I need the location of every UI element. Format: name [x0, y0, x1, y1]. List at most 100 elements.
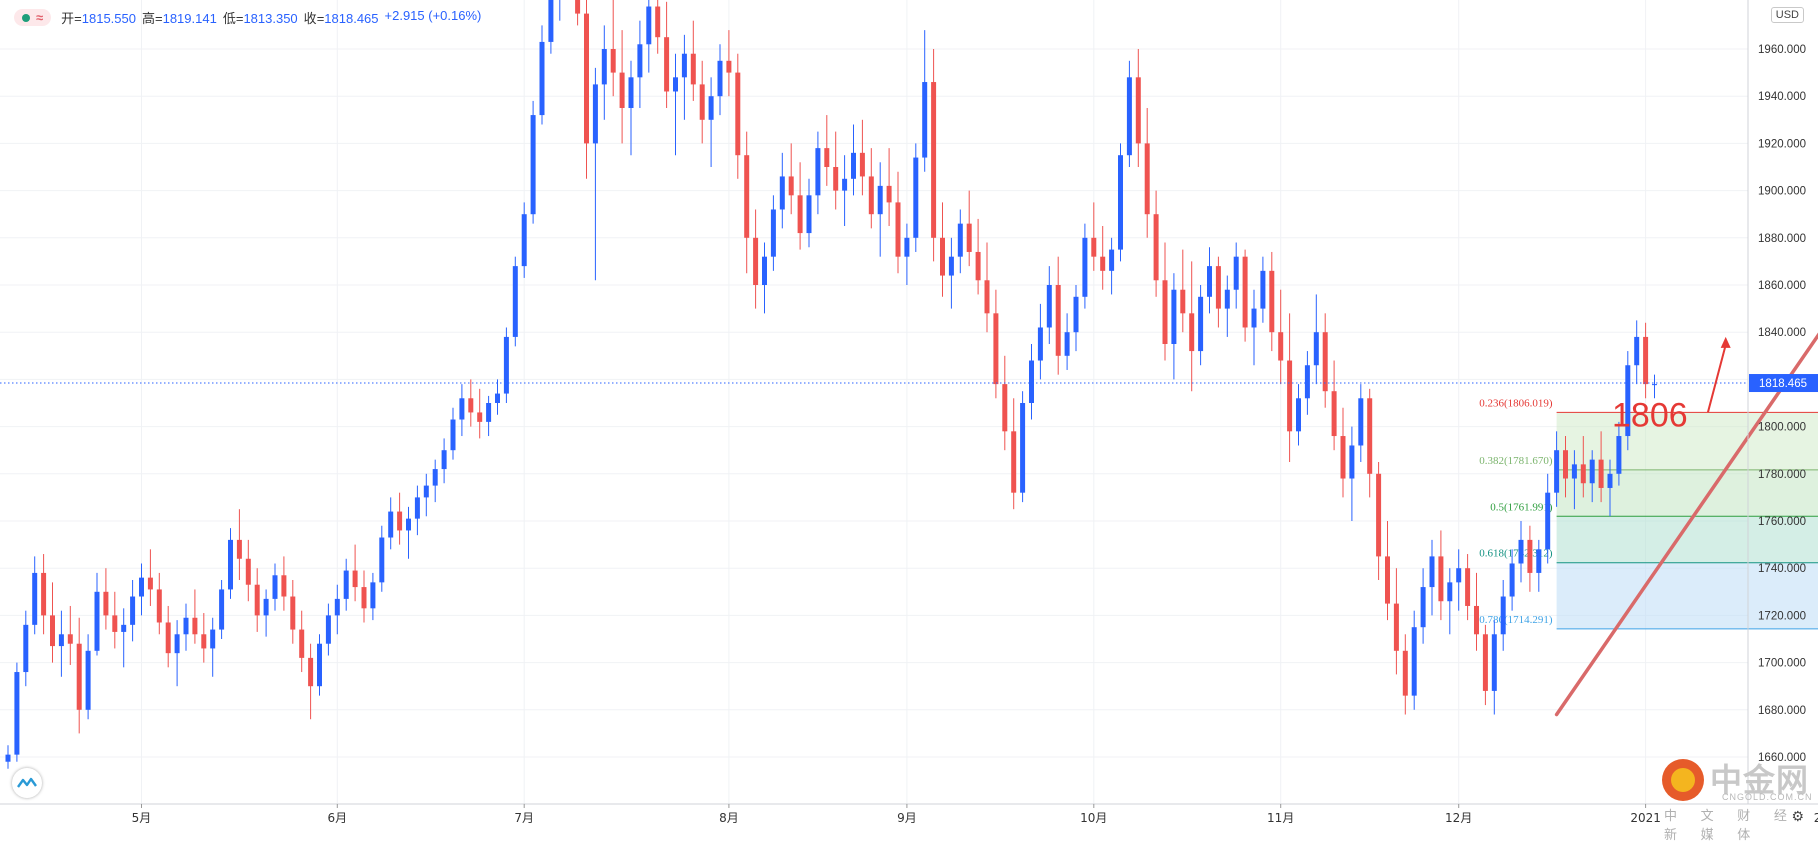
low-label: 低	[222, 11, 236, 26]
candle-body	[681, 53, 687, 78]
open-value: 1815.550	[81, 11, 136, 26]
candle-body	[575, 0, 581, 14]
candle-body	[1580, 464, 1586, 484]
candle-body	[1616, 436, 1622, 474]
last-price-marker	[1749, 374, 1818, 393]
candle-body	[646, 6, 652, 45]
candle-body	[1571, 464, 1577, 479]
candle-body	[966, 223, 972, 252]
candle-body	[975, 251, 981, 281]
price-tick-label: 1920.000	[1758, 138, 1806, 150]
candle-body	[1260, 270, 1266, 309]
candlestick-series	[5, 0, 1657, 769]
arrow-head	[1720, 336, 1731, 348]
price-tick-label: 1680.000	[1758, 705, 1806, 717]
watermark-name: 中金网	[1710, 762, 1810, 798]
time-tick-label: 10月	[1080, 811, 1107, 825]
price-tick-label: 1700.000	[1758, 658, 1806, 670]
candle-body	[619, 72, 625, 108]
symbol-badge[interactable]: ≈	[14, 9, 52, 26]
price-tick-label: 1740.000	[1758, 563, 1806, 575]
candle-body	[779, 176, 785, 210]
candle-body	[370, 582, 376, 609]
fib-level-label: 0.618(1742.312)	[1479, 548, 1553, 560]
candle-body	[1153, 214, 1159, 281]
candle-body	[23, 624, 29, 673]
candle-body	[664, 37, 670, 92]
watermark-logo-icon: 中金网 CNGOLD.COM.CN 中 文 财 经 新 媒 体	[1662, 755, 1812, 842]
candle-body	[112, 615, 118, 632]
candle-body	[183, 617, 189, 635]
candle-body	[1144, 143, 1150, 215]
candle-body	[58, 634, 64, 647]
open-label: 开	[61, 11, 75, 26]
candle-body	[1598, 459, 1604, 488]
chart-grid	[0, 0, 1748, 804]
candle-body	[1652, 384, 1657, 386]
candle-body	[1367, 398, 1373, 474]
candle-body	[32, 572, 38, 625]
candle-body	[1456, 568, 1462, 583]
candle-body	[1349, 445, 1355, 479]
fib-level-label: 0.5(1761.991)	[1490, 501, 1553, 513]
candle-body	[308, 657, 314, 687]
candle-body	[886, 185, 892, 203]
candle-body	[1518, 539, 1524, 564]
candle-body	[1224, 289, 1230, 309]
time-tick-label: 8月	[719, 811, 739, 825]
candle-body	[957, 223, 963, 257]
candle-body	[1429, 556, 1435, 588]
candle-body	[1055, 285, 1061, 356]
candle-body	[236, 539, 242, 559]
candle-body	[833, 167, 839, 191]
candle-body	[1322, 332, 1328, 392]
candle-body	[67, 634, 73, 644]
candle-body	[1438, 556, 1444, 602]
candle-body	[495, 393, 500, 403]
candle-body	[993, 313, 999, 385]
fib-level-label: 0.382(1781.670)	[1479, 455, 1553, 467]
settings-gear-icon[interactable]: ⚙	[1791, 808, 1804, 824]
candle-body	[147, 577, 153, 590]
currency-button[interactable]: USD	[1770, 7, 1804, 23]
candle-body	[592, 84, 598, 144]
price-tick-label: 1900.000	[1758, 186, 1806, 198]
candle-body	[842, 178, 848, 191]
candle-body	[1029, 360, 1034, 403]
candle-body	[5, 754, 11, 762]
candle-body	[325, 615, 331, 644]
candle-body	[1064, 332, 1070, 356]
time-tick-label: 2021	[1630, 811, 1661, 825]
candle-body	[521, 214, 527, 267]
price-tick-label: 1720.000	[1758, 610, 1806, 622]
candle-body	[299, 629, 305, 658]
tradingview-logo-icon[interactable]	[12, 768, 42, 798]
candle-body	[450, 419, 456, 451]
candle-body	[41, 572, 47, 616]
candle-body	[1082, 237, 1088, 297]
time-tick-label: 9月	[897, 811, 917, 825]
high-label: 高	[141, 11, 155, 26]
candle-body	[512, 266, 518, 337]
candle-body	[432, 469, 438, 486]
candle-body	[1385, 556, 1390, 604]
price-tick-label: 1860.000	[1758, 280, 1806, 292]
candle-body	[503, 336, 509, 394]
candle-body	[940, 237, 945, 276]
low-value: 1813.350	[243, 11, 298, 26]
candle-body	[548, 0, 554, 42]
candle-body	[1331, 391, 1337, 437]
candle-body	[904, 237, 910, 257]
candle-body	[1589, 459, 1595, 484]
candle-body	[1109, 249, 1115, 271]
candle-body	[50, 615, 55, 647]
candle-body	[655, 6, 661, 38]
candle-body	[14, 672, 20, 755]
candle-body	[637, 44, 643, 78]
candle-body	[788, 176, 794, 196]
time-tick-label: 12月	[1445, 811, 1472, 825]
candle-body	[290, 596, 296, 630]
candle-body	[1073, 296, 1079, 333]
candle-body	[103, 591, 109, 616]
